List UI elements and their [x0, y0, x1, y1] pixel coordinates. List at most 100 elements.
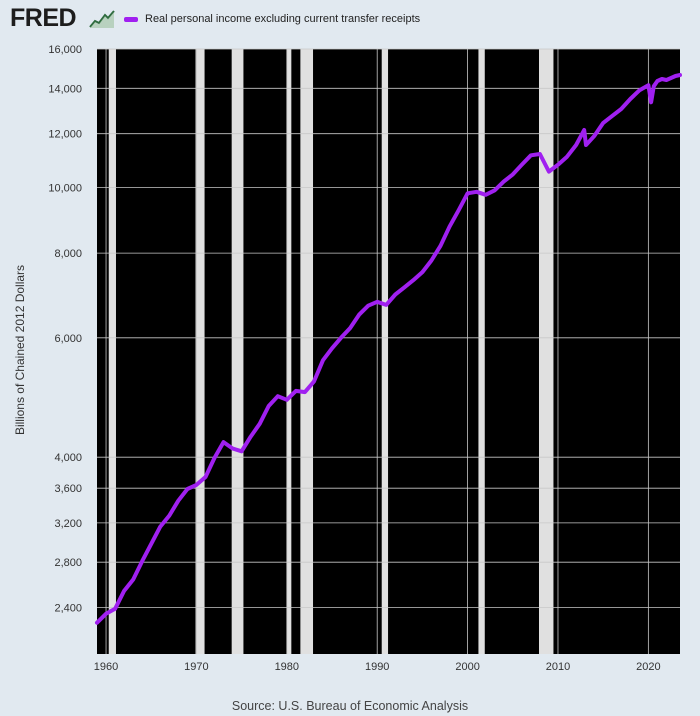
y-tick-label: 3,600 — [54, 483, 82, 495]
recession-band — [300, 49, 314, 654]
legend: Real personal income excluding current t… — [124, 13, 420, 25]
data-point — [493, 188, 497, 192]
y-tick-label: 3,200 — [54, 518, 82, 530]
x-tick-label: 1990 — [365, 661, 389, 673]
data-point — [565, 155, 569, 159]
x-tick-label: 1970 — [184, 661, 208, 673]
data-point — [652, 84, 656, 88]
data-point — [538, 152, 542, 156]
data-point — [140, 559, 144, 563]
x-tick-label: 1980 — [275, 661, 299, 673]
data-point — [584, 143, 588, 147]
data-point — [475, 190, 479, 194]
data-point — [212, 456, 217, 460]
y-tick-label: 2,800 — [54, 557, 82, 569]
data-point — [456, 208, 461, 212]
data-point — [669, 76, 673, 80]
data-point — [149, 542, 153, 546]
y-tick-label: 4,000 — [54, 452, 82, 464]
y-tick-label: 12,000 — [48, 129, 82, 141]
data-point — [176, 499, 180, 503]
data-point — [393, 292, 397, 297]
data-point — [646, 83, 650, 87]
data-point — [240, 449, 244, 453]
source-note[interactable]: Source: U.S. Bureau of Economic Analysis — [231, 699, 469, 713]
data-point — [339, 336, 343, 340]
data-point — [529, 153, 533, 157]
data-point — [547, 170, 551, 174]
data-point — [402, 285, 406, 290]
recession-band — [108, 49, 116, 654]
y-tick-label: 8,000 — [54, 248, 82, 260]
data-point — [502, 179, 506, 184]
data-point — [484, 193, 488, 197]
recession-band — [286, 49, 292, 654]
header: FRED Real personal income excluding curr… — [0, 0, 700, 40]
data-point — [122, 589, 126, 593]
data-point — [321, 358, 325, 362]
data-point — [285, 398, 289, 402]
data-point — [520, 163, 524, 167]
recession-band — [478, 49, 485, 654]
data-point — [384, 303, 388, 307]
data-point — [660, 77, 664, 81]
plot-background — [97, 49, 680, 654]
data-point — [592, 134, 596, 138]
x-tick-label: 2020 — [636, 661, 660, 673]
x-tick-label: 1960 — [94, 661, 118, 673]
data-point — [312, 380, 316, 384]
data-point — [465, 191, 470, 195]
y-tick-label: 14,000 — [48, 83, 82, 95]
data-point — [678, 73, 682, 77]
data-point — [131, 577, 135, 582]
data-point — [628, 97, 632, 101]
data-point — [221, 440, 226, 444]
fred-logo[interactable]: FRED — [10, 4, 77, 32]
data-point — [330, 346, 334, 350]
data-point — [294, 389, 298, 393]
y-tick-label: 10,000 — [48, 182, 82, 194]
data-point — [303, 390, 307, 394]
data-point — [511, 172, 515, 177]
recession-band — [381, 49, 389, 654]
data-point — [649, 100, 653, 104]
data-point — [258, 422, 262, 426]
data-point — [366, 304, 370, 308]
data-point — [348, 326, 352, 330]
data-point — [167, 514, 171, 518]
data-point — [610, 114, 614, 118]
data-point — [411, 278, 415, 282]
data-point — [582, 128, 586, 132]
recession-band — [195, 49, 205, 654]
data-point — [375, 300, 379, 304]
data-point — [574, 143, 578, 147]
data-point — [158, 524, 162, 529]
data-point — [556, 163, 560, 167]
data-point — [194, 483, 199, 487]
data-point — [267, 404, 271, 408]
legend-label: Real personal income excluding current t… — [145, 13, 421, 25]
data-point — [230, 446, 235, 451]
line-chart-icon — [89, 9, 115, 29]
data-point — [95, 621, 99, 625]
x-tick-label: 2000 — [455, 661, 479, 673]
data-point — [655, 79, 660, 83]
data-point — [673, 74, 678, 78]
data-point — [203, 475, 208, 479]
y-tick-label: 6,000 — [54, 333, 82, 345]
legend-swatch — [124, 16, 138, 22]
y-tick-label: 2,400 — [54, 603, 82, 615]
data-point — [438, 244, 443, 248]
data-point — [104, 612, 108, 616]
data-point — [276, 394, 280, 398]
data-point — [447, 225, 452, 229]
y-axis-label: Billions of Chained 2012 Dollars — [13, 264, 27, 436]
data-point — [249, 434, 253, 439]
data-point — [357, 313, 361, 317]
data-point — [420, 270, 424, 274]
recession-band — [538, 49, 554, 654]
x-tick-label: 2010 — [546, 661, 570, 673]
y-tick-label: 16,000 — [48, 44, 82, 56]
data-point — [619, 107, 623, 111]
